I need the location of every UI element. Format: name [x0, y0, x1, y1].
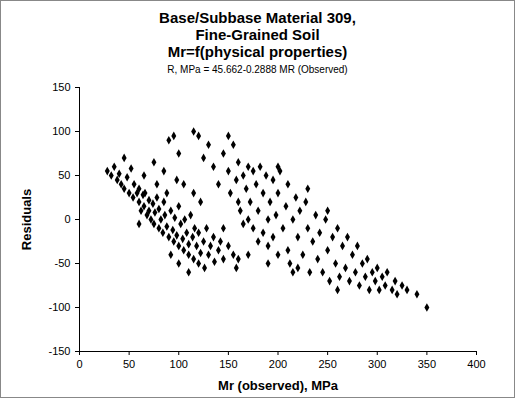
svg-text:50: 50: [123, 358, 135, 370]
svg-text:100: 100: [52, 125, 70, 137]
svg-text:350: 350: [418, 358, 436, 370]
svg-text:250: 250: [318, 358, 336, 370]
svg-text:0: 0: [76, 358, 82, 370]
html-text:R, MPa = 45.662-0.2888 MR (Obs: R, MPa = 45.662-0.2888 MR (Observed): [167, 64, 348, 75]
svg-text:400: 400: [467, 358, 485, 370]
svg-text:150: 150: [219, 358, 237, 370]
svg-text:0: 0: [64, 213, 70, 225]
svg-text:100: 100: [170, 358, 188, 370]
svg-text:200: 200: [269, 358, 287, 370]
svg-text:-150: -150: [48, 345, 70, 357]
svg-text:50: 50: [58, 169, 70, 181]
svg-text:Residuals: Residuals: [19, 189, 34, 250]
svg-text:-100: -100: [48, 301, 70, 313]
html-text:Base/Subbase Material 309, Fin: Base/Subbase Material 309, Fine-Grained …: [159, 9, 356, 60]
svg-text:-50: -50: [55, 257, 71, 269]
svg-text:300: 300: [368, 358, 386, 370]
svg-text:Mr (observed), MPa: Mr (observed), MPa: [218, 378, 339, 393]
svg-text:150: 150: [52, 81, 70, 93]
